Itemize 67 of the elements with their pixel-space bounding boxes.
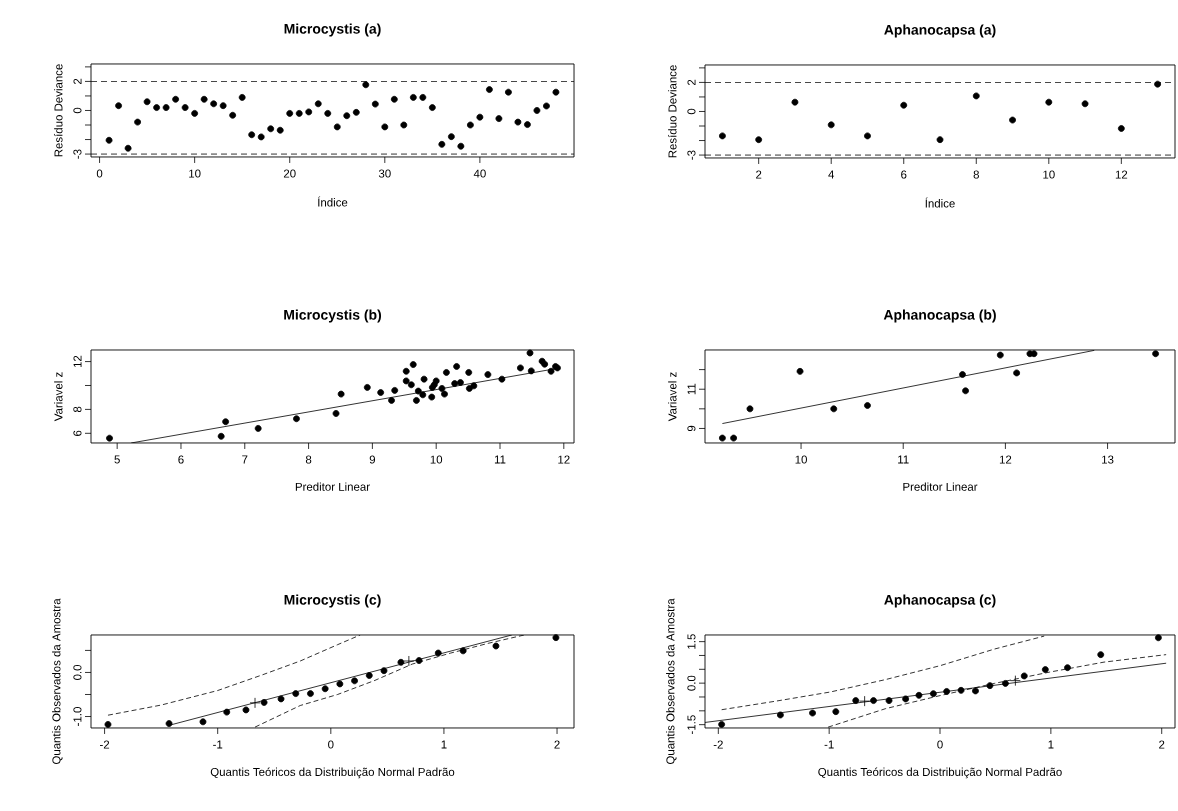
y-tick-label: 0 (687, 108, 696, 115)
y-tick-label: -3 (73, 149, 82, 159)
y-axis-title: Quantis Observados da Amostra (52, 598, 63, 765)
y-tick-label: 2 (73, 78, 82, 85)
x-axis-title: Preditor Linear (295, 482, 370, 491)
y-tick-label: 1.5 (687, 634, 696, 649)
x-tick-label: 1 (441, 740, 447, 749)
x-tick-label: 10 (189, 169, 201, 178)
x-tick-label: 10 (795, 455, 807, 464)
x-tick-label: 10 (430, 455, 443, 464)
x-tick-label: 6 (178, 455, 184, 464)
y-axis-title: Resíduo Deviance (53, 64, 63, 157)
chart-title: Aphanocapsa (b) (883, 309, 996, 323)
y-axis-title: Resíduo Deviance (667, 65, 677, 158)
x-tick-label: 11 (494, 455, 506, 464)
x-axis-title: Índice (925, 197, 955, 208)
chart-title: Aphanocapsa (c) (884, 594, 996, 608)
x-tick-label: 1 (1048, 740, 1054, 749)
y-tick-label: 6 (73, 430, 82, 436)
y-axis-title: Variavel z (54, 372, 63, 422)
x-tick-label: 30 (378, 169, 391, 178)
x-tick-label: 12 (558, 455, 570, 464)
x-tick-label: 12 (999, 455, 1012, 464)
y-axis-title: Quantis Observados da Amostra (666, 598, 677, 765)
x-tick-label: 11 (898, 455, 909, 464)
y-tick-label: 9 (687, 425, 696, 432)
x-tick-label: 2 (1159, 740, 1165, 749)
x-axis-title: Quantis Teóricos da Distribuição Normal Padrão (818, 767, 1062, 779)
y-tick-label: 11 (687, 383, 696, 395)
x-tick-label: 4 (828, 170, 835, 179)
x-tick-label: 9 (369, 455, 376, 464)
x-tick-label: 0 (96, 169, 103, 178)
y-tick-label: 0.0 (687, 675, 696, 691)
y-tick-label: 0 (73, 107, 82, 114)
y-tick-label: -1.0 (73, 707, 82, 726)
x-axis-title: Índice (318, 196, 348, 207)
x-tick-label: -2 (100, 740, 110, 749)
x-tick-label: 40 (473, 169, 486, 178)
y-tick-label: 0.0 (73, 664, 82, 680)
y-axis-title: Variavel z (668, 372, 677, 422)
x-tick-label: -1 (824, 740, 834, 749)
x-tick-label: 0 (937, 740, 943, 749)
x-tick-label: -1 (213, 740, 223, 749)
x-tick-label: 12 (1115, 170, 1128, 179)
x-tick-label: 0 (328, 740, 334, 749)
y-tick-label: 8 (73, 406, 82, 413)
y-tick-label: 12 (73, 355, 82, 368)
x-tick-label: 5 (114, 455, 120, 464)
x-tick-label: 8 (973, 170, 979, 179)
x-tick-label: 13 (1102, 455, 1114, 464)
chart-title: Microcystis (a) (284, 23, 381, 37)
x-tick-label: 20 (283, 169, 296, 178)
chart-title: Aphanocapsa (a) (884, 24, 996, 38)
y-tick-label: -1.5 (687, 715, 696, 735)
x-tick-label: 7 (242, 455, 248, 464)
y-tick-label: -3 (687, 150, 696, 160)
x-tick-label: -2 (713, 740, 723, 749)
x-axis-title: Quantis Teóricos da Distribuição Normal Padrão (210, 767, 455, 779)
x-tick-label: 2 (756, 170, 762, 179)
chart-title: Microcystis (c) (284, 594, 381, 608)
x-tick-label: 2 (554, 740, 560, 749)
x-tick-label: 10 (1043, 170, 1055, 179)
x-tick-label: 8 (305, 455, 312, 464)
chart-title: Microcystis (b) (284, 309, 382, 323)
x-tick-label: 6 (901, 170, 907, 179)
y-tick-label: 2 (687, 79, 696, 86)
x-axis-title: Preditor Linear (903, 482, 978, 491)
